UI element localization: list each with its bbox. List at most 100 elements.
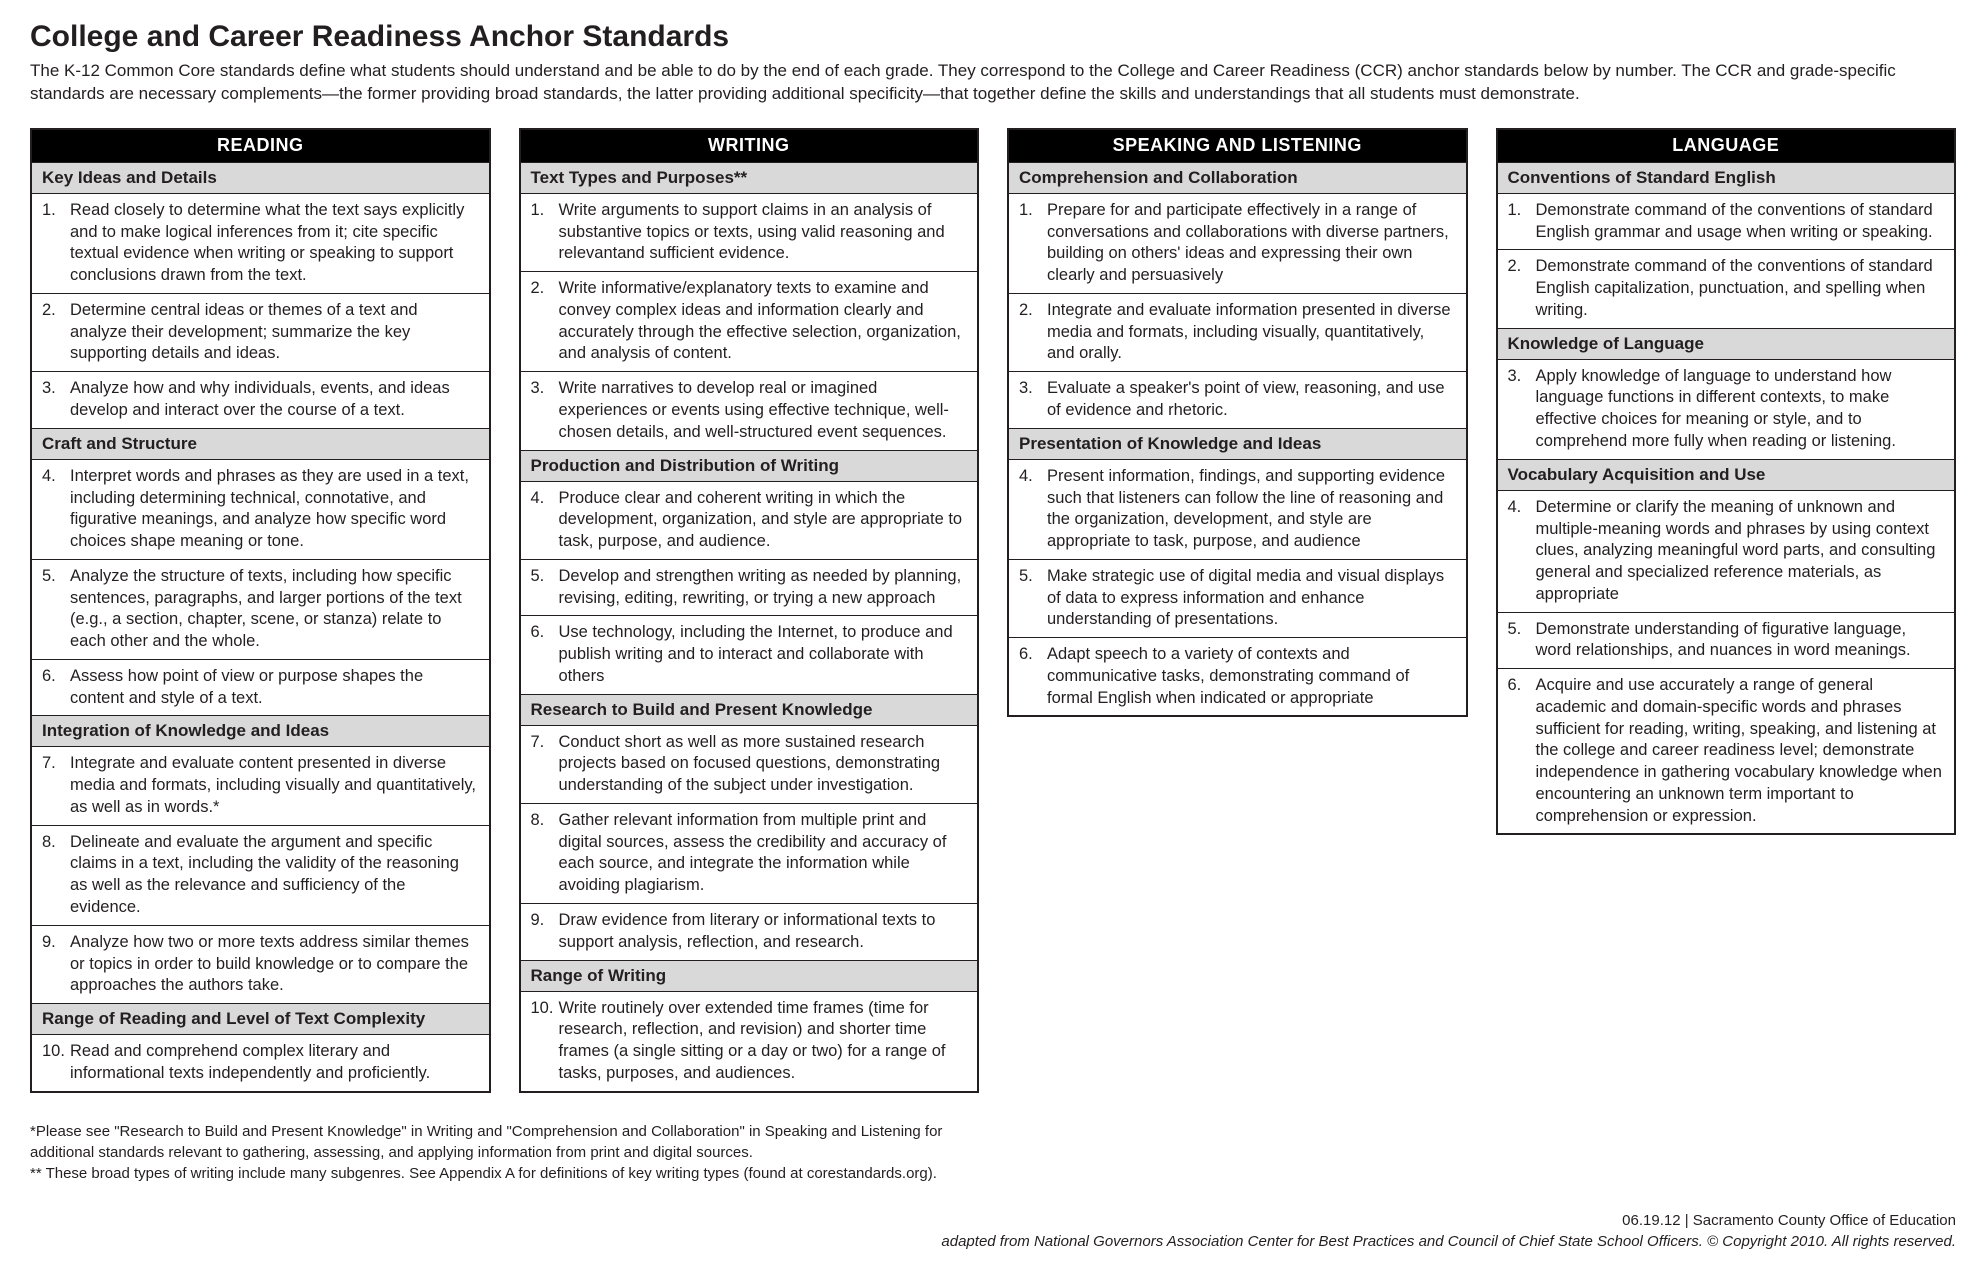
standard-item: 3.Write narratives to develop real or im… (521, 371, 978, 449)
standard-item: 2.Determine central ideas or themes of a… (32, 293, 489, 371)
standard-number: 2. (32, 294, 66, 371)
standard-number: 8. (521, 804, 555, 903)
standard-text: Make strategic use of digital media and … (1043, 560, 1466, 637)
standard-number: 1. (1009, 194, 1043, 293)
section-header: Comprehension and Collaboration (1009, 162, 1466, 193)
footnotes: *Please see "Research to Build and Prese… (30, 1121, 1956, 1184)
standards-column: WRITINGText Types and Purposes**1.Write … (519, 128, 980, 1093)
section-header: Production and Distribution of Writing (521, 450, 978, 481)
footer-attribution: 06.19.12 | Sacramento County Office of E… (30, 1210, 1956, 1254)
standard-text: Demonstrate command of the conventions o… (1532, 194, 1955, 250)
section-header: Presentation of Knowledge and Ideas (1009, 428, 1466, 459)
standard-number: 5. (32, 560, 66, 659)
footnote-line: ** These broad types of writing include … (30, 1163, 1956, 1184)
standard-text: Acquire and use accurately a range of ge… (1532, 669, 1955, 833)
standard-number: 9. (32, 926, 66, 1003)
standard-item: 8.Delineate and evaluate the argument an… (32, 825, 489, 925)
standard-number: 3. (521, 372, 555, 449)
standard-number: 4. (1009, 460, 1043, 559)
standard-text: Read closely to determine what the text … (66, 194, 489, 293)
standard-text: Use technology, including the Internet, … (555, 616, 978, 693)
standard-item: 3.Analyze how and why individuals, event… (32, 371, 489, 428)
standard-number: 3. (32, 372, 66, 428)
standards-column: LANGUAGEConventions of Standard English1… (1496, 128, 1957, 836)
standard-number: 1. (1498, 194, 1532, 250)
standard-text: Write routinely over extended time frame… (555, 992, 978, 1091)
standard-item: 4.Produce clear and coherent writing in … (521, 481, 978, 559)
standards-column: READINGKey Ideas and Details1.Read close… (30, 128, 491, 1093)
standard-text: Gather relevant information from multipl… (555, 804, 978, 903)
standard-item: 2.Write informative/explanatory texts to… (521, 271, 978, 371)
standard-number: 7. (521, 726, 555, 803)
standard-text: Adapt speech to a variety of contexts an… (1043, 638, 1466, 715)
section-header: Integration of Knowledge and Ideas (32, 715, 489, 746)
standard-item: 4.Present information, findings, and sup… (1009, 459, 1466, 559)
standard-item: 6.Assess how point of view or purpose sh… (32, 659, 489, 716)
standard-text: Write arguments to support claims in an … (555, 194, 978, 271)
standard-item: 4.Interpret words and phrases as they ar… (32, 459, 489, 559)
standard-text: Integrate and evaluate content presented… (66, 747, 489, 824)
standards-column: SPEAKING AND LISTENINGComprehension and … (1007, 128, 1468, 718)
standard-text: Present information, findings, and suppo… (1043, 460, 1466, 559)
page-title: College and Career Readiness Anchor Stan… (30, 20, 1956, 54)
standard-text: Write narratives to develop real or imag… (555, 372, 978, 449)
standard-text: Determine central ideas or themes of a t… (66, 294, 489, 371)
standard-item: 1.Write arguments to support claims in a… (521, 193, 978, 271)
standard-number: 9. (521, 904, 555, 960)
standard-text: Interpret words and phrases as they are … (66, 460, 489, 559)
footnote-line: *Please see "Research to Build and Prese… (30, 1121, 1956, 1142)
column-header: WRITING (521, 130, 978, 162)
standard-text: Prepare for and participate effectively … (1043, 194, 1466, 293)
standard-number: 3. (1009, 372, 1043, 428)
section-header: Key Ideas and Details (32, 162, 489, 193)
standard-item: 5.Make strategic use of digital media an… (1009, 559, 1466, 637)
standard-text: Demonstrate understanding of figurative … (1532, 613, 1955, 669)
standard-text: Analyze how two or more texts address si… (66, 926, 489, 1003)
standard-text: Integrate and evaluate information prese… (1043, 294, 1466, 371)
standard-text: Demonstrate command of the conventions o… (1532, 250, 1955, 327)
standards-columns: READINGKey Ideas and Details1.Read close… (30, 128, 1956, 1093)
standard-number: 2. (1009, 294, 1043, 371)
standard-text: Develop and strengthen writing as needed… (555, 560, 978, 616)
standard-number: 6. (521, 616, 555, 693)
standard-text: Write informative/explanatory texts to e… (555, 272, 978, 371)
standard-text: Analyze how and why individuals, events,… (66, 372, 489, 428)
standard-item: 7.Conduct short as well as more sustaine… (521, 725, 978, 803)
standard-item: 3.Apply knowledge of language to underst… (1498, 359, 1955, 459)
standard-item: 9.Draw evidence from literary or informa… (521, 903, 978, 960)
standard-item: 9.Analyze how two or more texts address … (32, 925, 489, 1003)
footer-date-line: 06.19.12 | Sacramento County Office of E… (30, 1210, 1956, 1232)
column-header: LANGUAGE (1498, 130, 1955, 162)
standard-item: 10.Read and comprehend complex literary … (32, 1034, 489, 1091)
standard-item: 6.Adapt speech to a variety of contexts … (1009, 637, 1466, 715)
standard-item: 3.Evaluate a speaker's point of view, re… (1009, 371, 1466, 428)
standard-item: 5.Analyze the structure of texts, includ… (32, 559, 489, 659)
section-header: Research to Build and Present Knowledge (521, 694, 978, 725)
standard-number: 5. (1498, 613, 1532, 669)
standard-item: 2.Demonstrate command of the conventions… (1498, 249, 1955, 327)
standard-text: Apply knowledge of language to understan… (1532, 360, 1955, 459)
standard-item: 5.Develop and strengthen writing as need… (521, 559, 978, 616)
standard-item: 2.Integrate and evaluate information pre… (1009, 293, 1466, 371)
standard-text: Delineate and evaluate the argument and … (66, 826, 489, 925)
standard-number: 8. (32, 826, 66, 925)
standard-text: Analyze the structure of texts, includin… (66, 560, 489, 659)
standard-text: Read and comprehend complex literary and… (66, 1035, 489, 1091)
standard-item: 1.Read closely to determine what the tex… (32, 193, 489, 293)
standard-number: 4. (32, 460, 66, 559)
standard-number: 1. (32, 194, 66, 293)
standard-item: 7.Integrate and evaluate content present… (32, 746, 489, 824)
standard-number: 6. (1498, 669, 1532, 833)
standard-number: 5. (521, 560, 555, 616)
column-header: SPEAKING AND LISTENING (1009, 130, 1466, 162)
standard-number: 4. (1498, 491, 1532, 612)
standard-number: 6. (1009, 638, 1043, 715)
standard-number: 10. (521, 992, 555, 1091)
standard-item: 6.Acquire and use accurately a range of … (1498, 668, 1955, 833)
section-header: Range of Reading and Level of Text Compl… (32, 1003, 489, 1034)
standard-text: Determine or clarify the meaning of unkn… (1532, 491, 1955, 612)
section-header: Craft and Structure (32, 428, 489, 459)
standard-number: 6. (32, 660, 66, 716)
page-intro: The K-12 Common Core standards define wh… (30, 60, 1956, 106)
standard-number: 5. (1009, 560, 1043, 637)
